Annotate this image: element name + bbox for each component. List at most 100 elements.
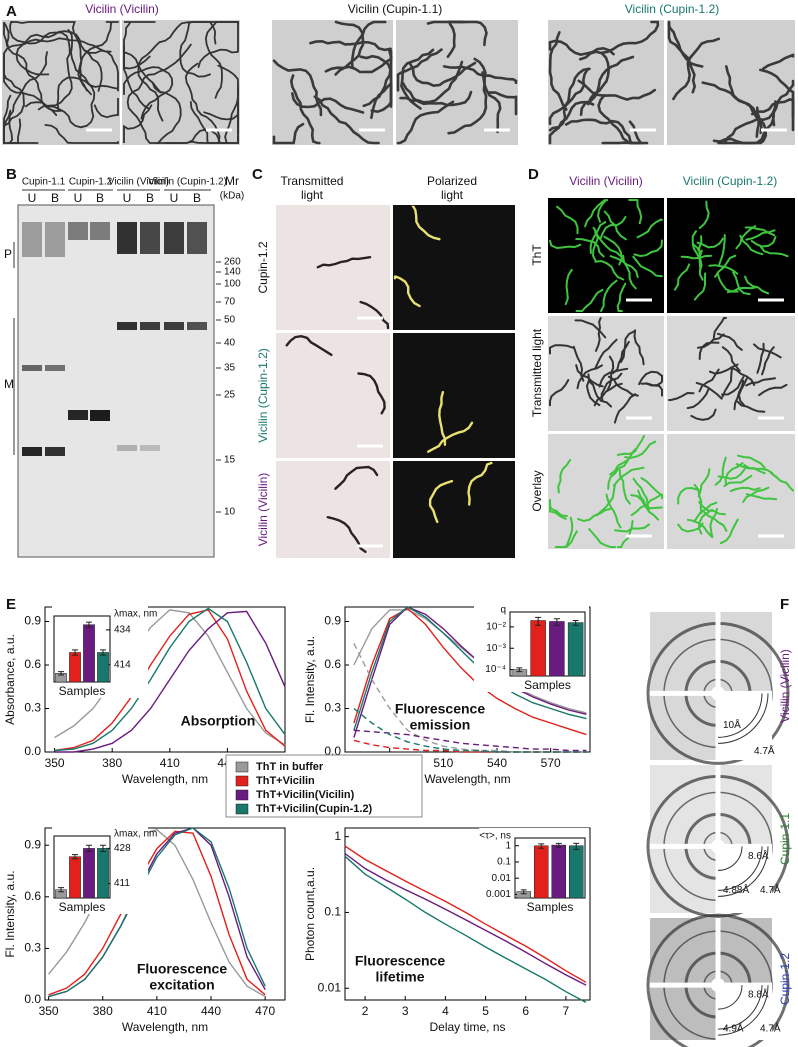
column-label: Polarized: [427, 174, 477, 188]
texture: [549, 239, 582, 250]
texture: [640, 477, 663, 500]
micrograph: [667, 198, 795, 313]
texture: [549, 499, 568, 518]
y-tick-label: 0.01: [318, 980, 342, 994]
texture: [204, 21, 239, 99]
x-axis-label: Delay time, ns: [429, 1020, 505, 1034]
row-label: Transmitted light: [530, 328, 544, 417]
x-tick-label: 510: [433, 756, 453, 770]
series-line: [353, 606, 587, 731]
texture: [693, 501, 718, 523]
texture: [708, 264, 739, 275]
x-tick-label: 4: [442, 1004, 449, 1018]
marker-label: 50: [224, 315, 236, 326]
quadrant: [718, 985, 772, 1040]
error-bar: [100, 649, 106, 656]
bar: [549, 621, 565, 677]
series-line: [353, 607, 587, 736]
beam: [711, 978, 725, 993]
texture: [609, 448, 636, 476]
texture: [334, 465, 379, 490]
x-axis-label: Samples: [527, 900, 574, 914]
texture: [396, 48, 443, 92]
marker-label: 70: [224, 297, 236, 308]
marker-label: 140: [224, 267, 241, 278]
texture: [613, 393, 637, 424]
texture: [690, 408, 717, 421]
bar: [551, 844, 566, 899]
texture: [548, 100, 595, 145]
texture: [686, 387, 710, 410]
texture: [396, 100, 455, 145]
error-bar: [516, 667, 523, 673]
x-axis-label: Wavelength, nm: [122, 772, 208, 786]
texture: [577, 79, 657, 101]
spacing-arc: [717, 985, 769, 1036]
gel-band: [140, 222, 160, 254]
texture: [758, 383, 788, 397]
texture: [637, 489, 660, 521]
spacing-label: 8.6Å: [748, 849, 769, 862]
texture: [438, 390, 447, 446]
texture: [735, 225, 757, 250]
texture: [411, 205, 441, 241]
texture: [632, 255, 663, 278]
texture: [717, 100, 777, 145]
error-bar: [100, 844, 106, 852]
texture: [272, 122, 305, 145]
texture: [759, 245, 789, 258]
y-tick-label: 0.0: [24, 992, 41, 1006]
bar: [97, 652, 109, 683]
annotation: Fluorescence: [395, 701, 485, 717]
y-tick-label: 0.1: [497, 857, 511, 868]
spacing-arc: [717, 985, 763, 1030]
texture: [574, 319, 607, 339]
error-bar: [58, 671, 64, 676]
error-bar: [86, 621, 92, 628]
column-label: Transmitted: [281, 174, 344, 188]
texture: [313, 95, 380, 145]
y-tick-label: 428: [114, 843, 131, 854]
panel-title: Vicilin (Cupin-1.2): [625, 2, 719, 16]
texture: [9, 21, 73, 111]
legend-swatch: [235, 775, 249, 787]
texture: [628, 199, 643, 225]
texture: [427, 421, 474, 453]
x-tick-label: 5: [482, 1004, 489, 1018]
texture: [575, 238, 605, 258]
texture: [722, 106, 768, 145]
spacing-label: 4.7Å: [760, 1022, 781, 1035]
annotation: excitation: [149, 977, 214, 993]
panel-label: A: [6, 3, 17, 20]
x-tick-label: 2: [362, 1004, 369, 1018]
texture: [605, 493, 622, 529]
y-axis-label: Absorbance, a.u.: [3, 634, 17, 725]
panel-title: Vicilin (Vicilin): [85, 2, 159, 16]
texture: [693, 272, 707, 301]
series-line: [48, 828, 266, 998]
texture: [184, 62, 239, 144]
texture: [721, 346, 741, 372]
legend-label: ThT+Vicilin: [256, 775, 315, 787]
texture: [584, 199, 606, 228]
x-tick-label: 570: [541, 756, 561, 770]
texture: [762, 53, 795, 70]
y-tick-label: 0.6: [24, 657, 41, 671]
gel: [17, 204, 215, 558]
texture: [488, 91, 518, 116]
row-label: Vicilin (Cupin-1.2): [256, 348, 270, 442]
y-tick-label: 0.6: [24, 889, 41, 903]
texture: [638, 370, 663, 386]
texture: [575, 364, 604, 388]
error-bar: [520, 889, 527, 895]
gel-band: [22, 365, 42, 371]
lane-label: B: [146, 191, 154, 205]
texture: [56, 49, 119, 111]
micrograph: [276, 333, 390, 458]
lane-label: U: [123, 191, 132, 205]
texture: [594, 338, 618, 370]
texture: [594, 259, 625, 281]
texture: [3, 37, 112, 107]
texture: [595, 484, 616, 517]
